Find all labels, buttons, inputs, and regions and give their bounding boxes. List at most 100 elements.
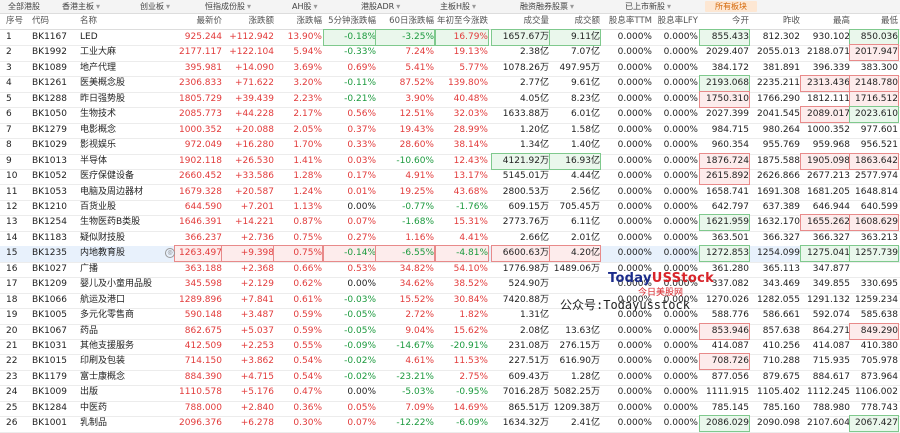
watermark-wechat: 公众号:Todayusstock	[560, 298, 690, 312]
table-cell: 1646.391	[179, 217, 222, 228]
table-cell: 1648.814	[855, 186, 898, 197]
table-row[interactable]: 11 BK1053 电脑及周边器材 1679.328 +20.587 1.24% 0.01%…	[0, 185, 900, 201]
tab-4[interactable]: AH股 ▾	[292, 1, 318, 12]
tab-3[interactable]: 恒指成份股 ▾	[205, 1, 251, 12]
table-row[interactable]: 22 BK1015 印刷及包装 714.150 +3.862 0.54% -0.02% 4.6…	[0, 353, 900, 371]
table-cell: +71.622	[234, 78, 274, 89]
table-row[interactable]: 17 BK1209 婴儿及小童用品股 345.598 +2.129 0.62% 0.00% 3…	[0, 277, 900, 294]
table-row[interactable]: 4 BK1261 医美概念股 2306.833 +71.622 3.20% -0.11% 87…	[0, 75, 900, 93]
column-header[interactable]: 最新价	[196, 16, 222, 26]
tab-8[interactable]: 已上市新股 ▾	[625, 1, 671, 12]
table-cell: 0.00%	[347, 387, 376, 398]
table-row[interactable]: 14 BK1183 疑似财技股 366.237 +2.736 0.75% 0.27% 1.16…	[0, 231, 900, 248]
table-cell: +5.037	[240, 325, 274, 336]
table-row[interactable]: 24 BK1009 出版 1110.578 +5.176 0.47% 0.00% -5.03%…	[0, 385, 900, 402]
table-cell: 381.891	[762, 62, 800, 73]
column-header[interactable]: 昨收	[782, 16, 800, 26]
table-row[interactable]: 3 BK1089 地产代理 395.981 +14.090 3.69% 0.69% 5.41%…	[0, 61, 900, 78]
table-cell: 4.61%	[405, 356, 434, 367]
column-header[interactable]: 成交额	[574, 16, 600, 26]
table-cell: 半导体	[80, 155, 108, 166]
table-row[interactable]: 26 BK1001 乳制品 2096.376 +6.278 0.30% 0.07% -12.2…	[0, 415, 900, 433]
column-header[interactable]: 代码	[32, 16, 50, 26]
table-cell: 2773.76万	[502, 217, 549, 228]
table-cell: +44.228	[234, 109, 274, 120]
tab-5[interactable]: 港股ADR ▾	[361, 1, 400, 12]
column-header[interactable]: 名称	[80, 16, 98, 26]
table-row[interactable]: 25 BK1284 中医药 788.000 +2.840 0.36% 0.05% 7.09% 1…	[0, 401, 900, 418]
column-header[interactable]: 最高	[832, 16, 850, 26]
table-row[interactable]: 23 BK1179 富士康概念 884.390 +4.715 0.54% -0.02% -23…	[0, 370, 900, 387]
tab-9[interactable]: 所有板块	[705, 1, 757, 12]
table-cell: 785.160	[762, 402, 800, 413]
table-cell: 9.61亿	[570, 78, 600, 89]
table-row[interactable]: 21 BK1031 其他支援服务 412.509 +2.253 0.55% -0.09% -1…	[0, 339, 900, 356]
table-cell: 3	[6, 62, 12, 73]
table-row[interactable]: 8 BK1029 影视娱乐 972.049 +16.280 1.70% 0.33% 28.60…	[0, 138, 900, 155]
detail-icon[interactable]: ◎	[165, 248, 175, 259]
table-row[interactable]: 9 BK1013 半导体 1902.118 +26.530 1.41% 0.03% -10.6…	[0, 152, 900, 171]
table-cell: 0.00%	[347, 279, 376, 290]
table-row[interactable]: 16 BK1027 广播 363.188 +2.368 0.66% 0.53% 34.82% 5…	[0, 262, 900, 279]
table-row[interactable]: 18 BK1066 航运及港口 1289.896 +7.841 0.61% -0.03% 15…	[0, 293, 900, 310]
tab-1[interactable]: 香港主板 ▾	[62, 1, 100, 12]
table-cell: BK1209	[32, 279, 67, 290]
table-row[interactable]: 12 BK1210 百货业股 644.590 +7.201 1.13% 0.00% -0.77…	[0, 200, 900, 217]
table-cell: 6600.63万	[491, 245, 550, 263]
table-row[interactable]: 1 BK1167 LED 925.244 +112.942 13.90% -0.18% -3.…	[0, 29, 900, 47]
table-cell: BK1009	[32, 387, 67, 398]
table-cell: 2.05%	[293, 124, 322, 135]
table-row[interactable]: 13 BK1254 生物医药B类股 1646.391 +14.221 0.87% 0.07%…	[0, 214, 900, 232]
table-row[interactable]: 19 BK1005 多元化零售商 590.148 +3.487 0.59% -0.05% 2.…	[0, 308, 900, 325]
column-header[interactable]: 股息率LFY	[657, 16, 698, 26]
table-cell: 10	[6, 171, 18, 182]
table-cell: 1282.055	[757, 294, 800, 305]
table-cell: +7.201	[240, 201, 274, 212]
column-header[interactable]: 60日涨跌幅	[389, 16, 434, 26]
tab-2[interactable]: 创业板 ▾	[140, 1, 170, 12]
column-header[interactable]: 5分钟涨跌幅	[328, 16, 376, 26]
table-row[interactable]: 6 BK1050 生物技术 2085.773 +44.228 2.17% 0.56% 12.5…	[0, 106, 900, 124]
column-header[interactable]: 涨跌幅	[296, 16, 322, 26]
table-row[interactable]: 20 BK1067 药品 862.675 +5.037 0.59% -0.05% 9.04% 1…	[0, 322, 900, 340]
table-cell: 0.17%	[347, 171, 376, 182]
tab-0[interactable]: 全部港股	[8, 1, 40, 12]
table-cell: 646.944	[812, 201, 850, 212]
table-cell: 4	[6, 78, 12, 89]
table-cell: 3.20%	[293, 78, 322, 89]
table-cell: 生物技术	[80, 109, 117, 120]
tab-6[interactable]: 主板H股 ▾	[440, 1, 476, 12]
table-row[interactable]: 5 BK1288 昨日强势股 1805.729 +39.439 2.23% -0.21% 3.…	[0, 90, 900, 109]
table-cell: 0.75%	[273, 245, 323, 263]
column-header[interactable]: 年初至今涨跌	[436, 16, 488, 26]
table-cell: +33.586	[234, 171, 274, 182]
table-row[interactable]: 7 BK1279 电影概念 1000.352 +20.088 2.05% 0.37% 19.4…	[0, 123, 900, 140]
table-row[interactable]: 2 BK1992 工业大麻 2177.117 +122.104 5.94% -0.33% 7.…	[0, 44, 900, 62]
column-header[interactable]: 股息率TTM	[608, 16, 652, 26]
column-header[interactable]: 最低	[880, 16, 898, 26]
column-header[interactable]: 序号	[6, 16, 24, 26]
table-row[interactable]: 15 BK1235 内地教育股 1263.497 +9.398 0.75% -0.14% -6…	[0, 245, 900, 263]
table-cell: 0.000%	[617, 171, 652, 182]
column-header[interactable]: 涨跌额	[248, 16, 274, 26]
table-cell: BK1027	[32, 263, 67, 274]
column-header[interactable]: 成交量	[523, 16, 549, 26]
table-cell: 850.036	[849, 29, 899, 46]
table-cell: 87.52%	[399, 78, 434, 89]
table-cell: +2.129	[240, 279, 274, 290]
table-cell: 980.264	[762, 124, 800, 135]
table-cell: 139.80%	[447, 78, 488, 89]
table-cell: -0.18%	[323, 29, 377, 46]
table-cell: 13.90%	[287, 32, 322, 42]
table-cell: BK1254	[32, 217, 67, 228]
table-cell: 3.69%	[293, 62, 322, 73]
table-cell: 785.145	[711, 402, 749, 413]
table-cell: 414.087	[711, 341, 749, 351]
column-header[interactable]: 今开	[731, 16, 749, 26]
table-cell: 1.31亿	[519, 310, 549, 321]
tab-7[interactable]: 融资融券股票 ▾	[520, 1, 574, 12]
table-cell: 2089.017	[800, 106, 851, 124]
table-cell: BK1279	[32, 124, 67, 135]
table-row[interactable]: 10 BK1052 医疗保健设备 2660.452 +33.586 1.28% 0.17% 4…	[0, 168, 900, 186]
table-cell: 中医药	[80, 402, 108, 413]
